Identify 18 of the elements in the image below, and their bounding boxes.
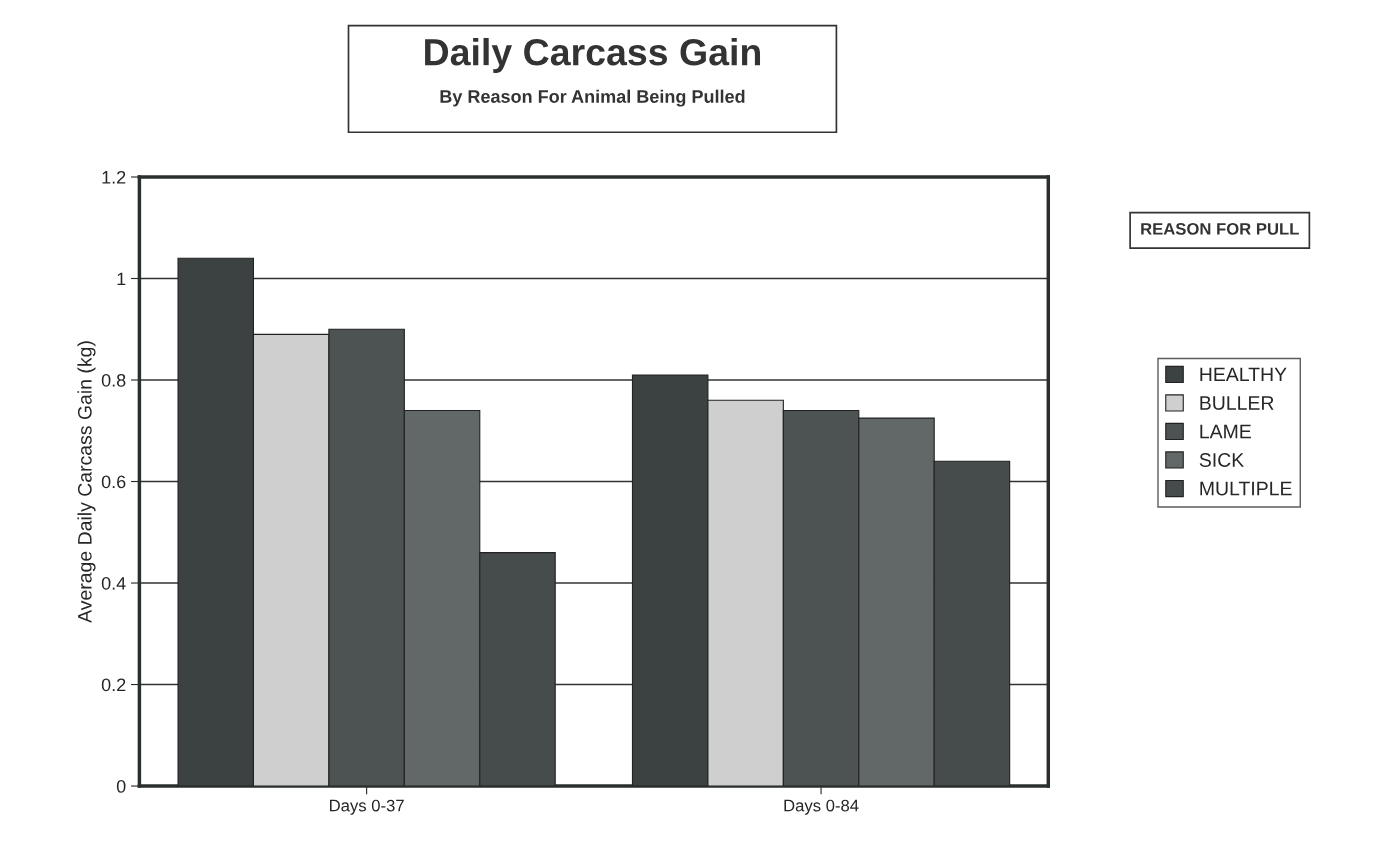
y-tick-label: 1	[117, 272, 126, 286]
y-tick-label: 0.6	[101, 475, 126, 489]
y-tick-label: 0.4	[101, 576, 126, 590]
y-tick-label: 0.8	[101, 373, 126, 387]
chart-subtitle: By Reason For Animal Being Pulled	[440, 89, 745, 107]
x-tick-label: Days 0-84	[784, 799, 859, 815]
y-tick-label: 1.2	[102, 170, 126, 184]
y-tick-label: 0.2	[101, 678, 126, 692]
chart-title: Daily Carcass Gain	[425, 37, 761, 73]
legend-title: REASON FOR PULL	[1141, 222, 1299, 235]
y-tick-label: 0	[116, 779, 126, 793]
y-axis-title: Average Daily Carcass Gain (kg)	[77, 341, 96, 623]
legend-label: HEALTHY	[1200, 367, 1287, 382]
legend-label: SICK	[1199, 453, 1244, 467]
legend-label: BULLER	[1200, 396, 1274, 410]
legend-label: MULTIPLE	[1200, 481, 1292, 496]
x-tick-label: Days 0-37	[330, 799, 404, 815]
legend-label: LAME	[1200, 424, 1251, 439]
